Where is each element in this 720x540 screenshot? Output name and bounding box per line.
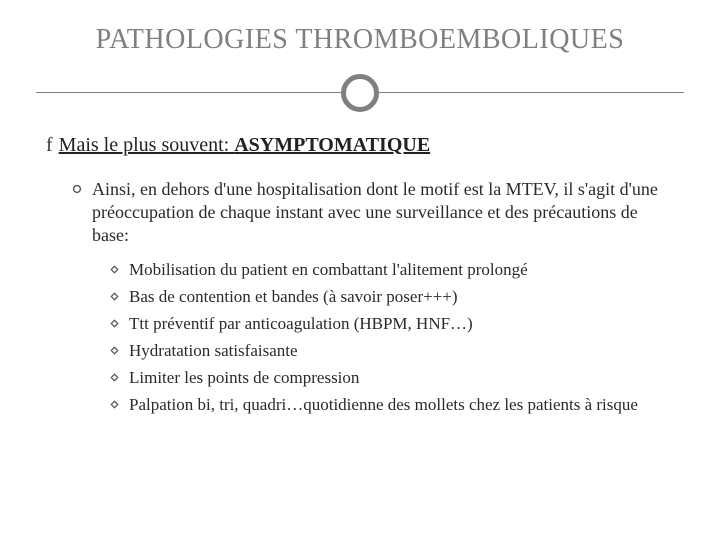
h1-prefix: Mais le plus souvent:	[59, 134, 235, 156]
list-item: Bas de contention et bandes (à savoir po…	[110, 286, 674, 309]
list-item: Palpation bi, tri, quadri…quotidienne de…	[110, 394, 674, 417]
open-diamond-bullet-icon	[110, 394, 119, 417]
h1-emph: ASYMPTOMATIQUE	[234, 134, 430, 156]
h3-text: Ttt préventif par anticoagulation (HBPM,…	[129, 313, 473, 336]
h3-text: Limiter les points de compression	[129, 367, 359, 390]
list-item: Mobilisation du patient en combattant l'…	[110, 259, 674, 282]
open-diamond-bullet-icon	[110, 286, 119, 309]
list-item: Ttt préventif par anticoagulation (HBPM,…	[110, 313, 674, 336]
page-title: PATHOLOGIES THROMBOEMBOLIQUES	[36, 24, 684, 56]
title-divider	[36, 74, 684, 114]
bullet-level-3-list: Mobilisation du patient en combattant l'…	[110, 259, 674, 417]
scribble-bullet-icon: f	[46, 132, 53, 158]
open-diamond-bullet-icon	[110, 313, 119, 336]
list-item: Hydratation satisfaisante	[110, 340, 674, 363]
open-diamond-bullet-icon	[110, 259, 119, 282]
h2-text: Ainsi, en dehors d'une hospitalisation d…	[92, 178, 674, 247]
content-area: f Mais le plus souvent: ASYMPTOMATIQUE A…	[36, 132, 684, 417]
open-circle-bullet-icon	[72, 178, 82, 247]
slide: PATHOLOGIES THROMBOEMBOLIQUES f Mais le …	[0, 0, 720, 540]
h3-text: Hydratation satisfaisante	[129, 340, 298, 363]
h3-text: Bas de contention et bandes (à savoir po…	[129, 286, 458, 309]
h3-text: Mobilisation du patient en combattant l'…	[129, 259, 528, 282]
open-diamond-bullet-icon	[110, 367, 119, 390]
list-item: Limiter les points de compression	[110, 367, 674, 390]
h1-text: Mais le plus souvent: ASYMPTOMATIQUE	[59, 132, 430, 158]
h3-text: Palpation bi, tri, quadri…quotidienne de…	[129, 394, 638, 417]
bullet-level-2: Ainsi, en dehors d'une hospitalisation d…	[72, 178, 674, 247]
divider-circle-icon	[341, 74, 379, 112]
open-diamond-bullet-icon	[110, 340, 119, 363]
bullet-level-1: f Mais le plus souvent: ASYMPTOMATIQUE	[46, 132, 674, 158]
